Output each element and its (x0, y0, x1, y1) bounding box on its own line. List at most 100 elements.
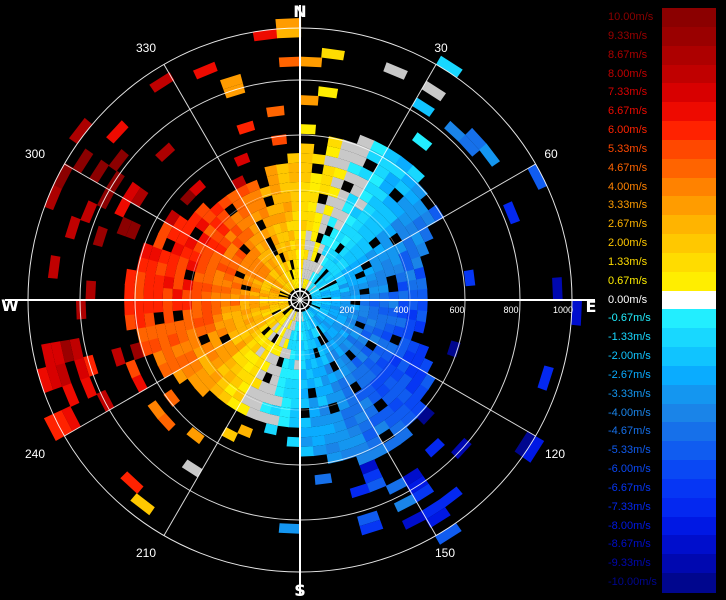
velocity-cell (227, 260, 240, 271)
legend-label: -8.67m/s (608, 538, 651, 551)
velocity-cell (193, 316, 205, 329)
velocity-cell (308, 397, 319, 409)
velocity-cell (278, 56, 301, 68)
velocity-cell (308, 260, 315, 271)
velocity-cell (133, 299, 144, 315)
velocity-cell (329, 227, 340, 240)
velocity-cell (320, 289, 331, 295)
velocity-cell (279, 292, 289, 297)
velocity-cell (270, 322, 280, 332)
velocity-cell (305, 359, 313, 370)
velocity-cell (334, 357, 346, 369)
velocity-cell (378, 284, 389, 294)
velocity-cell (303, 311, 308, 321)
velocity-cell (318, 183, 331, 196)
velocity-cell (279, 347, 287, 359)
velocity-cell (406, 340, 420, 355)
bearing-label-210: 210 (136, 546, 156, 560)
velocity-cell (291, 320, 297, 331)
velocity-cell (286, 319, 293, 330)
velocity-cell (388, 291, 399, 301)
velocity-cell (313, 327, 321, 338)
legend-swatch (662, 139, 716, 160)
velocity-cell (176, 330, 189, 344)
velocity-cell (268, 270, 278, 280)
velocity-cell (356, 450, 375, 466)
velocity-cell (61, 382, 80, 407)
velocity-cell (349, 344, 361, 357)
velocity-cell (386, 315, 398, 326)
velocity-cell (349, 433, 367, 448)
velocity-cell (269, 213, 280, 226)
velocity-cell (412, 132, 433, 151)
velocity-cell (258, 323, 269, 333)
velocity-cell (236, 218, 250, 232)
velocity-cell (189, 249, 202, 263)
velocity-cell (331, 267, 342, 277)
velocity-cell (236, 325, 248, 335)
velocity-cell (294, 278, 298, 289)
velocity-cell (176, 255, 190, 270)
velocity-cell (328, 186, 341, 199)
velocity-cell (421, 80, 446, 102)
velocity-cell (312, 274, 321, 284)
velocity-cell (288, 417, 300, 428)
velocity-cell (220, 285, 232, 294)
velocity-cell (369, 293, 380, 301)
legend-swatch (662, 290, 716, 311)
velocity-cell (274, 335, 283, 346)
velocity-cell (259, 292, 270, 298)
velocity-cell (249, 398, 263, 411)
velocity-cell (155, 142, 176, 162)
range-label-800: 800 (503, 305, 518, 315)
velocity-cell (309, 286, 318, 294)
velocity-cell (167, 252, 181, 267)
velocity-cell (164, 263, 177, 278)
velocity-cell (249, 303, 260, 309)
velocity-cell (412, 384, 429, 402)
velocity-cell (463, 269, 476, 287)
velocity-cell (366, 149, 384, 165)
velocity-cell (230, 305, 241, 313)
velocity-cell (356, 315, 368, 325)
velocity-cell (161, 346, 176, 363)
velocity-cell (312, 153, 327, 165)
velocity-cell (251, 310, 262, 318)
velocity-cell (216, 209, 231, 224)
legend-entry: 6.67m/s (606, 102, 716, 122)
legend-entry: 5.33m/s (606, 139, 716, 160)
velocity-cell (275, 18, 302, 29)
velocity-cell (172, 277, 184, 290)
legend-swatch (662, 196, 716, 216)
velocity-cell (322, 271, 332, 280)
velocity-cell (122, 181, 141, 203)
velocity-cell (257, 253, 268, 265)
velocity-cell (265, 341, 275, 353)
velocity-cell (330, 302, 341, 308)
velocity-cell (287, 153, 301, 164)
velocity-cell (339, 365, 352, 378)
velocity-cell (182, 279, 194, 291)
legend-swatch (662, 8, 716, 28)
velocity-cell (219, 236, 232, 249)
legend-swatch (662, 441, 716, 461)
velocity-cell (242, 254, 254, 266)
velocity-cell (306, 281, 313, 291)
velocity-cell (284, 378, 294, 389)
bearing-label-330: 330 (136, 41, 156, 55)
velocity-cell (250, 377, 263, 390)
velocity-cell (255, 368, 267, 381)
velocity-cell (271, 256, 280, 267)
velocity-cell (320, 174, 334, 187)
legend-entry: -6.67m/s (606, 478, 716, 499)
velocity-cell (289, 280, 295, 290)
bearing-line (163, 64, 297, 294)
velocity-cell (220, 292, 231, 300)
velocity-cell (303, 269, 309, 280)
velocity-cell (286, 282, 294, 291)
velocity-cell (338, 148, 355, 163)
legend-label: 2.00m/s (608, 237, 648, 250)
velocity-cell (269, 289, 280, 295)
velocity-cell (345, 227, 358, 240)
velocity-cell (377, 337, 390, 350)
